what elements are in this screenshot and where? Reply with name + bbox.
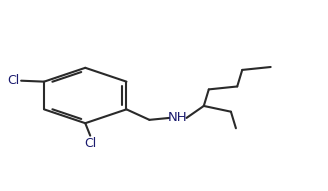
Text: NH: NH bbox=[168, 111, 187, 125]
Text: Cl: Cl bbox=[84, 137, 96, 150]
Text: Cl: Cl bbox=[7, 74, 19, 87]
